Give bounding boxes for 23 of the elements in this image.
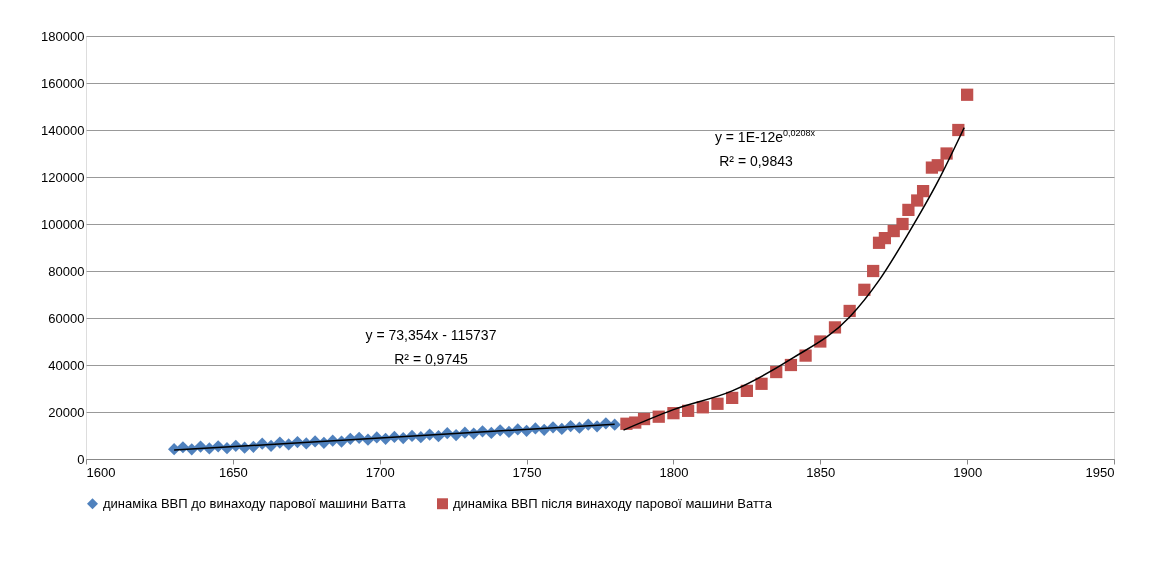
y-tick-label: 80000 [48,263,85,279]
y-tick-label: 180000 [41,28,85,44]
y-tick-label: 60000 [48,310,85,326]
y-tick-label: 160000 [41,75,85,91]
x-tick-label: 1850 [806,464,836,480]
y-tick-label: 120000 [41,169,85,185]
y-tick-label: 0 [77,451,85,467]
x-tick-label: 1750 [512,464,542,480]
x-tick-label: 1650 [218,464,248,480]
annotation: R² = 0,9745 [394,351,468,367]
y-tick-label: 20000 [48,404,85,420]
x-tick-label: 1800 [659,464,689,480]
y-tick-label: 140000 [41,122,85,138]
legend-label: динаміка ВВП до винаходу парової машини Ватта [103,495,407,511]
y-tick-label: 40000 [48,357,85,373]
x-tick-label: 1900 [953,464,983,480]
annotation: R² = 0,9843 [719,153,793,169]
y-tick-label: 100000 [41,216,85,232]
legend-label: динаміка ВВП після винаходу парової машини Ватта [453,495,773,511]
x-tick-label: 1600 [86,464,116,480]
annotation: y = 73,354x - 115737 [365,327,497,343]
x-tick-label: 1950 [1085,464,1115,480]
x-tick-label: 1700 [365,464,395,480]
